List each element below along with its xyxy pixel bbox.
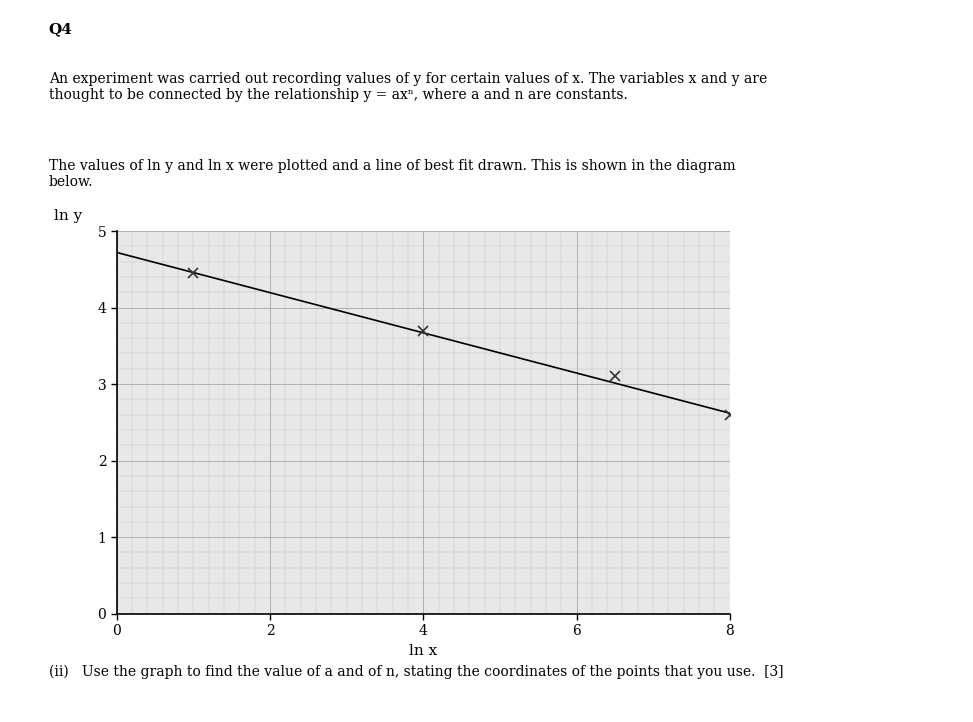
Text: The values of ln y and ln x were plotted and a line of best fit drawn. This is s: The values of ln y and ln x were plotted…	[49, 159, 736, 189]
Text: An experiment was carried out recording values of y for certain values of x. The: An experiment was carried out recording …	[49, 72, 767, 103]
X-axis label: ln x: ln x	[409, 644, 438, 658]
Y-axis label: ln y: ln y	[54, 209, 82, 223]
Text: Q4: Q4	[49, 22, 73, 35]
Text: (ii)   Use the graph to find the value of a and of n, stating the coordinates of: (ii) Use the graph to find the value of …	[49, 664, 783, 679]
